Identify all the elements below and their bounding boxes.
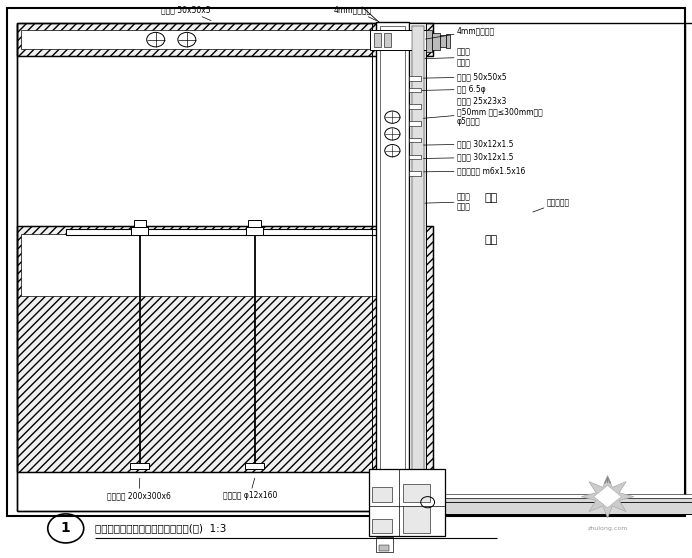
- Bar: [379, 545, 389, 551]
- Text: 耐候胶
硅泡棒: 耐候胶 硅泡棒: [425, 48, 471, 67]
- Bar: [17, 56, 429, 226]
- Bar: [376, 537, 393, 552]
- Bar: [372, 519, 392, 533]
- Bar: [66, 229, 398, 235]
- Bar: [409, 104, 421, 109]
- Bar: [369, 469, 445, 536]
- Bar: [403, 506, 430, 533]
- Text: 室内: 室内: [484, 235, 498, 245]
- Bar: [17, 226, 432, 472]
- Text: 化学锚栓 φ12x160: 化学锚栓 φ12x160: [223, 478, 277, 500]
- Bar: [17, 226, 432, 472]
- Bar: [374, 33, 381, 47]
- Text: 耐候胶
硅泡棒: 耐候胶 硅泡棒: [425, 193, 471, 211]
- Text: 方钢管 50x50x5: 方钢管 50x50x5: [424, 73, 507, 81]
- Bar: [409, 155, 421, 159]
- Polygon shape: [581, 475, 634, 518]
- Text: 方钢管 30x12x1.5: 方钢管 30x12x1.5: [424, 153, 513, 162]
- Text: 隔热断桥窗与铝塑板连接节点详图(一)  1:3: 隔热断桥窗与铝塑板连接节点详图(一) 1:3: [95, 523, 227, 533]
- Text: 4mm单铝塑板: 4mm单铝塑板: [426, 26, 495, 39]
- Bar: [445, 498, 692, 502]
- Bar: [130, 463, 149, 469]
- Text: 自钻自攻钉 m6x1.5x16: 自钻自攻钉 m6x1.5x16: [424, 166, 525, 175]
- Text: 4mm单铝塑板: 4mm单铝塑板: [334, 5, 376, 21]
- Bar: [384, 33, 391, 47]
- Bar: [409, 121, 421, 126]
- Polygon shape: [594, 485, 621, 508]
- Bar: [412, 26, 424, 475]
- Text: 等肩槽 25x23x3
长50mm 间距≤300mm等置
φ5自攻钉: 等肩槽 25x23x3 长50mm 间距≤300mm等置 φ5自攻钉: [424, 97, 543, 127]
- Bar: [131, 227, 148, 235]
- Text: 1: 1: [61, 521, 71, 536]
- Bar: [409, 88, 421, 92]
- Bar: [409, 23, 426, 477]
- Text: 膨胀 6.5φ: 膨胀 6.5φ: [422, 85, 486, 94]
- Bar: [370, 30, 428, 50]
- Text: 铝塑板幕墙: 铝塑板幕墙: [533, 198, 570, 212]
- Bar: [445, 502, 692, 514]
- Bar: [403, 484, 430, 502]
- Text: zhulong.com: zhulong.com: [588, 526, 628, 531]
- Bar: [380, 26, 405, 474]
- Bar: [376, 22, 409, 477]
- Text: 后置锚件 200x300x6: 后置锚件 200x300x6: [107, 478, 171, 500]
- Bar: [432, 33, 440, 50]
- Bar: [409, 138, 421, 142]
- Bar: [445, 494, 692, 498]
- Bar: [248, 220, 261, 227]
- Bar: [17, 23, 432, 56]
- Bar: [426, 30, 432, 52]
- Bar: [21, 234, 391, 296]
- Text: 室外: 室外: [484, 193, 498, 203]
- Bar: [409, 76, 421, 81]
- Bar: [440, 35, 446, 47]
- Bar: [409, 171, 421, 176]
- Bar: [246, 227, 263, 235]
- Bar: [245, 463, 264, 469]
- Bar: [17, 23, 432, 56]
- Text: 方钢管 30x12x1.5: 方钢管 30x12x1.5: [424, 140, 513, 148]
- Text: 方钢管 50x50x5: 方钢管 50x50x5: [161, 5, 211, 21]
- Bar: [372, 487, 392, 502]
- Bar: [21, 30, 391, 49]
- Bar: [134, 220, 146, 227]
- Bar: [446, 34, 450, 48]
